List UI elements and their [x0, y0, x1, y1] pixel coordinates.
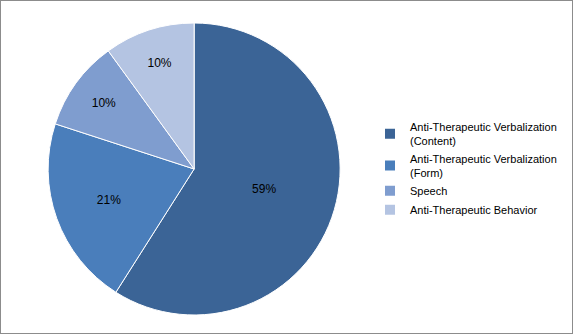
svg-text:Anti-Therapeutic Verbalization: Anti-Therapeutic Verbalization(Form) — [410, 153, 557, 179]
svg-text:Anti-Therapeutic Verbalization: Anti-Therapeutic Verbalization(Content) — [410, 121, 557, 147]
svg-text:21%: 21% — [97, 193, 121, 207]
svg-text:59%: 59% — [252, 182, 276, 196]
svg-text:Speech: Speech — [410, 185, 447, 197]
svg-text:Anti-Therapeutic Behavior: Anti-Therapeutic Behavior — [410, 204, 538, 216]
svg-text:10%: 10% — [147, 56, 171, 70]
svg-text:10%: 10% — [92, 96, 116, 110]
